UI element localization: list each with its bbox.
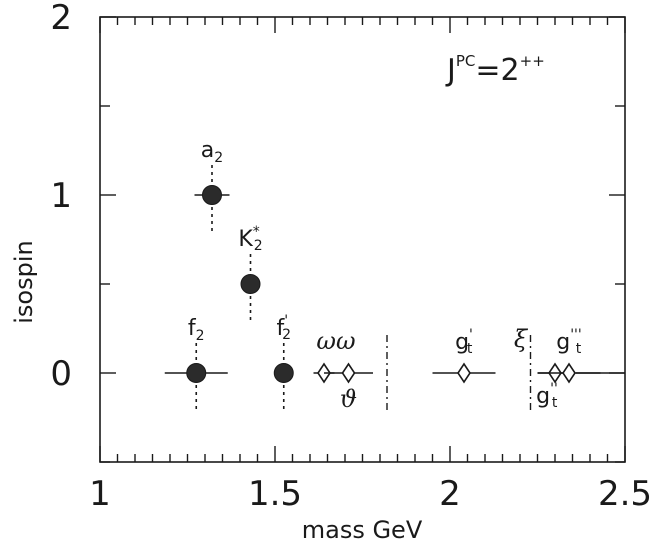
y-tick-label: 2 <box>50 0 72 38</box>
point-label-sub: t <box>467 341 473 357</box>
point-label-base: f <box>188 316 197 341</box>
point-label: ξ <box>514 325 529 353</box>
data-point <box>457 362 471 384</box>
data-point <box>202 185 222 205</box>
x-tick-label: 2.5 <box>598 474 651 514</box>
point-label-base: g <box>455 330 469 355</box>
axis-ticks: 1 1.5 2 2.5 0 1 2 <box>50 0 651 514</box>
point-label-sup: ''' <box>570 327 582 343</box>
point-label-sup: ' <box>469 327 473 343</box>
point-label: ϑ <box>340 385 357 413</box>
jpc-sup: PC <box>456 52 476 70</box>
point-label: ωω <box>316 327 355 355</box>
point-label-base: K <box>238 227 253 252</box>
point-label: g' t <box>455 327 473 357</box>
point-label-sub: 2 <box>254 238 263 254</box>
point-label-sup: '' <box>550 381 558 397</box>
point-label: g''' t <box>556 327 582 357</box>
x-tick-label: 1 <box>89 474 111 514</box>
point-label-base: ϑ <box>340 385 357 413</box>
jpc-rest-sup: ++ <box>520 52 545 70</box>
y-axis-label: isospin <box>10 240 38 323</box>
point-label-sub: 2 <box>196 328 205 344</box>
point-label-sub: t <box>552 395 558 411</box>
data-point <box>240 274 261 294</box>
point-label-sub: 2 <box>214 150 223 166</box>
point-label-base: ωω <box>316 327 355 355</box>
y-tick-label: 0 <box>50 354 72 394</box>
jpc-annotation: JPC=2++ <box>445 52 545 88</box>
x-tick-label: 2 <box>439 474 461 514</box>
point-label-base: ξ <box>514 325 529 353</box>
point-label: f' 2 <box>276 313 291 343</box>
point-label-sup: ' <box>284 313 288 329</box>
point-label-sub: 2 <box>282 327 291 343</box>
point-label-sub: t <box>576 341 582 357</box>
point-label-base: g <box>536 384 550 409</box>
data-point <box>273 363 294 383</box>
point-label-base: f <box>276 316 285 341</box>
point-label-base: a <box>201 138 214 163</box>
point-label: g'' t <box>536 381 558 411</box>
point-label: f2 <box>188 316 205 344</box>
x-tick-label: 1.5 <box>248 474 302 514</box>
jpc-rest: =2 <box>475 53 519 88</box>
point-label-base: g <box>556 330 570 355</box>
point-label-sup: * <box>253 224 260 240</box>
y-tick-label: 1 <box>50 176 72 216</box>
data-point <box>186 363 207 383</box>
jpc-base: J <box>445 53 456 88</box>
data-point <box>341 362 356 384</box>
x-axis-label: mass GeV <box>302 516 423 544</box>
point-label: K* 2 <box>238 224 262 254</box>
data-marks <box>164 165 625 411</box>
point-label: a2 <box>201 138 223 166</box>
data-point <box>562 362 576 384</box>
